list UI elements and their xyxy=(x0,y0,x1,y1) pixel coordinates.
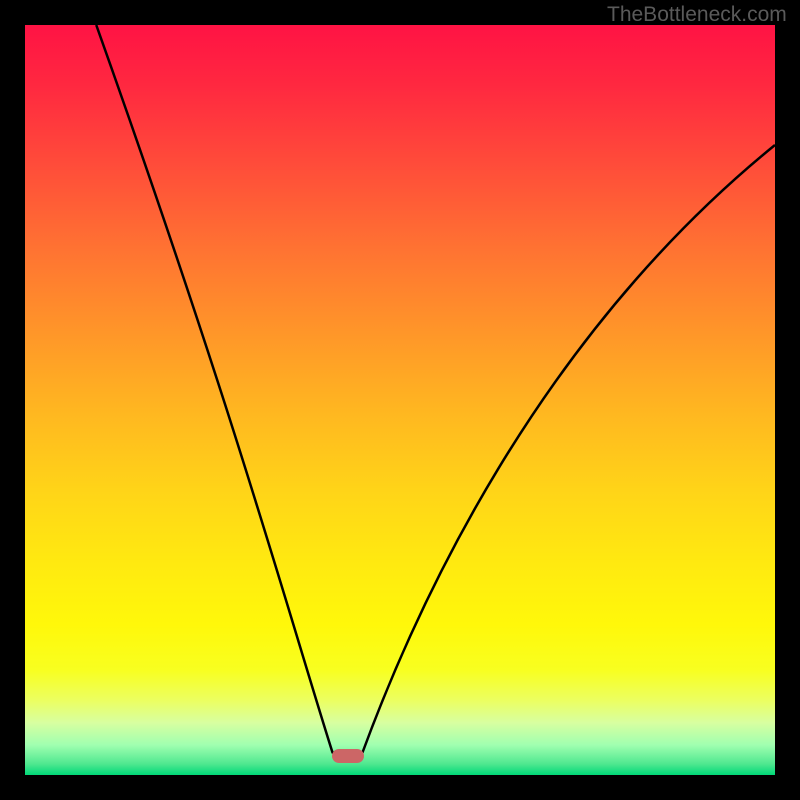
watermark-text: TheBottleneck.com xyxy=(607,3,787,27)
plot-area xyxy=(25,25,775,775)
gradient-background xyxy=(25,25,775,775)
bottleneck-chart: TheBottleneck.com xyxy=(0,0,800,800)
minimum-marker xyxy=(332,749,364,763)
